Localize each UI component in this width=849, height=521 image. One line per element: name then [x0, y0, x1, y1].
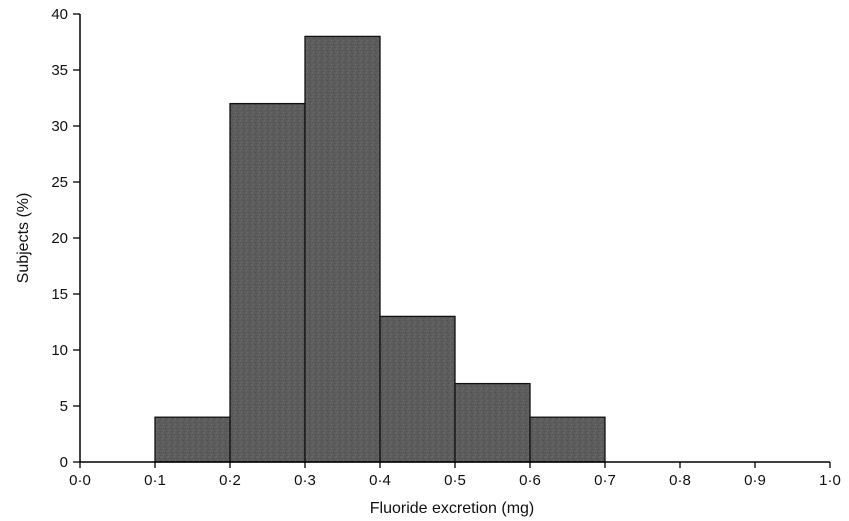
- x-tick-label: 0·6: [519, 472, 541, 489]
- y-tick-label: 5: [60, 398, 68, 415]
- y-tick-label: 35: [51, 62, 68, 79]
- y-tick-label: 25: [51, 174, 68, 191]
- x-tick-label: 0·7: [594, 472, 616, 489]
- y-tick-label: 40: [51, 6, 68, 23]
- x-tick-label: 1·0: [819, 472, 841, 489]
- histogram-bar: [154, 416, 231, 463]
- x-tick-label: 0·9: [744, 472, 766, 489]
- histogram-bar: [229, 102, 306, 463]
- y-tick-label: 0: [60, 454, 68, 471]
- y-tick-label: 20: [51, 230, 68, 247]
- x-tick-label: 0·2: [219, 472, 241, 489]
- histogram-bar: [529, 416, 606, 463]
- x-tick-label: 0·4: [369, 472, 391, 489]
- x-axis-ticks: 0·0 0·1 0·2 0·3 0·4 0·5 0·6 0·7 0·8 0·9 1·0: [69, 462, 841, 489]
- x-axis-title: Fluoride excretion (mg): [370, 500, 535, 517]
- x-tick-label: 0·1: [144, 472, 166, 489]
- bars-group: [154, 35, 606, 463]
- y-axis-ticks: 0 5 10 15 20 25 30 35 40: [51, 6, 80, 471]
- histogram-bar: [304, 35, 381, 463]
- x-tick-label: 0·8: [669, 472, 691, 489]
- y-tick-label: 15: [51, 286, 68, 303]
- x-tick-label: 0·3: [294, 472, 316, 489]
- histogram-bar: [379, 315, 456, 463]
- y-axis-title: Subjects (%): [15, 193, 32, 284]
- y-tick-label: 10: [51, 342, 68, 359]
- x-tick-label: 0·5: [444, 472, 466, 489]
- x-tick-label: 0·0: [69, 472, 91, 489]
- y-tick-label: 30: [51, 118, 68, 135]
- histogram-bar: [454, 382, 531, 463]
